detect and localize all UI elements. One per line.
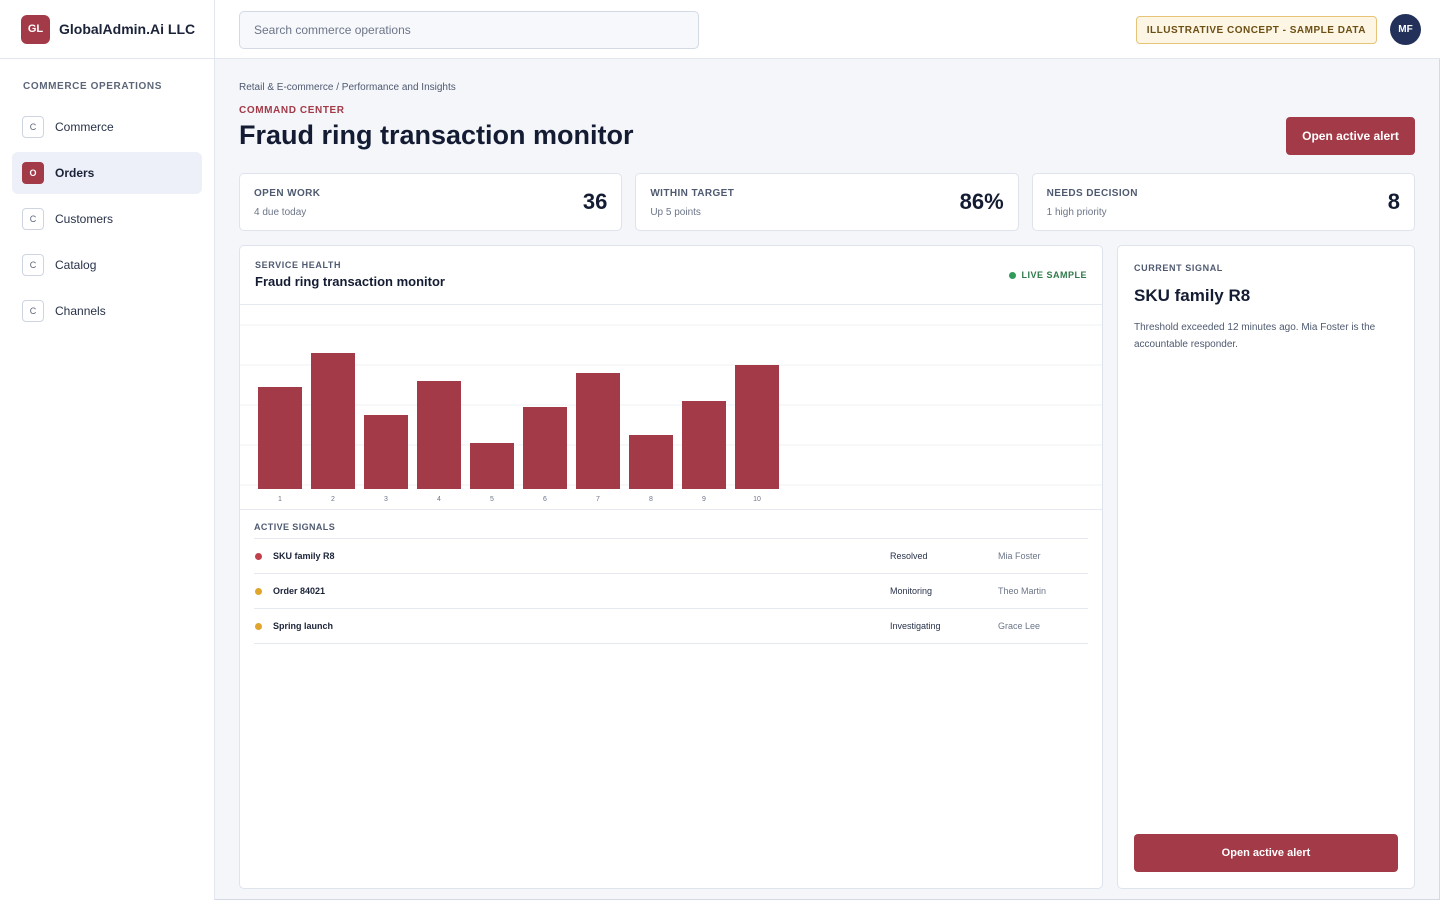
panel-eyebrow: SERVICE HEALTH [255, 260, 342, 270]
bar-2[interactable] [311, 353, 355, 489]
signal-owner: Grace Lee [998, 621, 1041, 631]
kpi-sub: 1 high priority [1046, 207, 1107, 218]
sidebar-item-label: Orders [55, 166, 95, 180]
kpi-label: WITHIN TARGET [650, 188, 735, 199]
kpi-sub: Up 5 points [650, 207, 701, 218]
kpi-value: 8 [1387, 189, 1400, 214]
current-signal-eyebrow: CURRENT SIGNAL [1134, 263, 1223, 273]
current-signal-title: SKU family R8 [1134, 286, 1251, 305]
current-signal-description: Threshold exceeded 12 minutes ago. Mia F… [1134, 322, 1376, 350]
signal-name: Spring launch [273, 621, 334, 631]
brand-logo: GL [21, 14, 50, 44]
kpi-value: 86% [959, 189, 1004, 214]
open-active-alert-button-secondary[interactable]: Open active alert [1134, 834, 1398, 872]
open-active-alert-button[interactable]: Open active alert [1286, 117, 1415, 155]
x-tick-label: 4 [437, 496, 441, 503]
sidebar-item-orders[interactable]: O Orders [12, 152, 202, 194]
signal-status: Monitoring [890, 586, 933, 596]
sidebar-nav: C Commerce O Orders C Customers C Catalo… [0, 106, 214, 332]
bar-1[interactable] [258, 387, 302, 489]
kpi-sub: 4 due today [254, 207, 307, 218]
live-sample-indicator: LIVE SAMPLE [1009, 270, 1087, 280]
sidebar: GL GlobalAdmin.Ai LLC COMMERCE OPERATION… [0, 0, 215, 900]
sidebar-item-label: Commerce [55, 120, 114, 134]
kpi-needs-decision: NEEDS DECISION 1 high priority 8 [1031, 173, 1415, 231]
kpi-within-target: WITHIN TARGET Up 5 points 86% [635, 173, 1019, 231]
signal-status: Investigating [890, 621, 941, 631]
bar-chart: 1 2 3 4 5 6 7 8 9 10 [240, 305, 1102, 510]
bar-10[interactable] [735, 365, 779, 489]
status-dot-icon [255, 552, 262, 560]
x-tick-label: 7 [596, 496, 600, 503]
sidebar-item-customers[interactable]: C Customers [12, 198, 202, 240]
status-dot-icon [255, 622, 262, 630]
sidebar-item-channels[interactable]: C Channels [12, 290, 202, 332]
catalog-icon: C [22, 254, 44, 276]
x-tick-label: 1 [278, 496, 282, 503]
active-signals: ACTIVE SIGNALS SKU family R8 Resolved Mi… [240, 510, 1102, 644]
panel-header: SERVICE HEALTH Fraud ring transaction mo… [240, 246, 1102, 305]
bar-4[interactable] [417, 381, 461, 489]
x-tick-label: 5 [490, 496, 494, 503]
sidebar-item-catalog[interactable]: C Catalog [12, 244, 202, 286]
kpi-row: OPEN WORK 4 due today 36 WITHIN TARGET U… [239, 173, 1415, 231]
sidebar-item-label: Customers [55, 212, 114, 226]
bar-9[interactable] [682, 401, 726, 489]
x-tick-label: 3 [384, 496, 388, 503]
bar-5[interactable] [470, 443, 514, 489]
bar-6[interactable] [523, 407, 567, 489]
current-signal-panel: CURRENT SIGNAL SKU family R8 Threshold e… [1117, 245, 1415, 889]
signal-owner: Mia Foster [998, 551, 1041, 561]
bar-7[interactable] [576, 373, 620, 489]
active-signals-heading: ACTIVE SIGNALS [254, 522, 1088, 539]
page-eyebrow: COMMAND CENTER [239, 105, 345, 116]
signal-name: SKU family R8 [273, 551, 335, 561]
sidebar-item-label: Catalog [55, 258, 97, 272]
sidebar-item-label: Channels [55, 304, 106, 318]
breadcrumb: Retail & E-commerce / Performance and In… [239, 82, 456, 93]
commerce-icon: C [22, 116, 44, 138]
table-row[interactable]: Order 84021 Monitoring Theo Martin [254, 574, 1088, 609]
main-content: Retail & E-commerce / Performance and In… [239, 59, 1415, 889]
signal-name: Order 84021 [273, 586, 326, 596]
live-dot-icon [1009, 271, 1017, 279]
x-tick-label: 6 [543, 496, 547, 503]
x-tick-label: 10 [753, 496, 761, 503]
avatar[interactable]: MF [1390, 14, 1421, 45]
channels-icon: C [22, 300, 44, 322]
kpi-label: NEEDS DECISION [1046, 188, 1138, 199]
kpi-value: 36 [582, 189, 608, 214]
service-health-panel: SERVICE HEALTH Fraud ring transaction mo… [239, 245, 1103, 889]
bar-8[interactable] [629, 435, 673, 489]
table-row[interactable]: SKU family R8 Resolved Mia Foster [254, 539, 1088, 574]
bar-3[interactable] [364, 415, 408, 489]
kpi-open-work: OPEN WORK 4 due today 36 [239, 173, 623, 231]
signal-status: Resolved [890, 551, 928, 561]
status-dot-icon [255, 587, 262, 595]
sidebar-item-commerce[interactable]: C Commerce [12, 106, 202, 148]
sidebar-section-label: COMMERCE OPERATIONS [23, 81, 162, 92]
search-input[interactable] [239, 11, 699, 49]
signal-owner: Theo Martin [998, 586, 1047, 596]
x-tick-label: 9 [702, 496, 706, 503]
x-tick-label: 8 [649, 496, 653, 503]
table-row[interactable]: Spring launch Investigating Grace Lee [254, 609, 1088, 644]
sample-data-badge: ILLUSTRATIVE CONCEPT - SAMPLE DATA [1135, 16, 1377, 44]
topbar: ILLUSTRATIVE CONCEPT - SAMPLE DATA MF [215, 0, 1440, 59]
brand[interactable]: GL GlobalAdmin.Ai LLC [0, 0, 214, 59]
customers-icon: C [22, 208, 44, 230]
brand-name: GlobalAdmin.Ai LLC [59, 21, 196, 37]
panel-title: Fraud ring transaction monitor [255, 274, 445, 289]
kpi-label: OPEN WORK [254, 188, 321, 199]
x-tick-label: 2 [331, 496, 335, 503]
page-title: Fraud ring transaction monitor [239, 120, 634, 150]
live-sample-label: LIVE SAMPLE [1021, 270, 1087, 280]
bar-chart-svg: 1 2 3 4 5 6 7 8 9 10 [240, 324, 1102, 503]
orders-icon: O [22, 162, 44, 184]
